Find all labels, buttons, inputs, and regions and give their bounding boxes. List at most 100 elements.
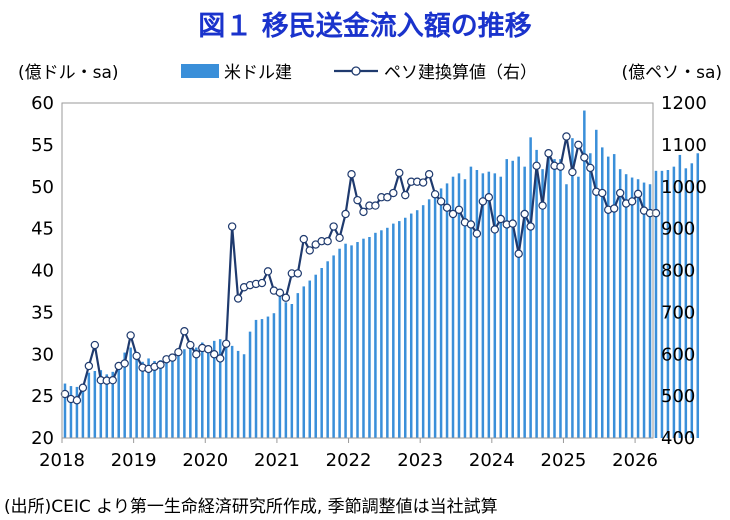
bar bbox=[296, 293, 300, 438]
x-tick-label: 2021 bbox=[254, 450, 300, 471]
line-point bbox=[263, 267, 273, 276]
right-tick-label: 500 bbox=[661, 386, 695, 407]
bar bbox=[433, 192, 437, 438]
bar bbox=[618, 169, 622, 438]
line-point bbox=[615, 188, 625, 198]
line-point bbox=[215, 354, 225, 363]
bar bbox=[260, 319, 264, 438]
bar bbox=[535, 149, 538, 438]
line-point bbox=[442, 203, 452, 212]
bar-series bbox=[63, 110, 700, 439]
right-axis-unit: (億ペソ・sa) bbox=[621, 63, 722, 83]
line-point bbox=[60, 389, 70, 399]
bar bbox=[201, 342, 204, 438]
bar bbox=[195, 347, 198, 438]
line-point bbox=[448, 209, 458, 219]
bar bbox=[344, 243, 347, 438]
line-point bbox=[424, 169, 434, 179]
line-point bbox=[227, 222, 237, 231]
bar bbox=[278, 296, 282, 438]
bar bbox=[583, 110, 586, 438]
bar bbox=[404, 217, 407, 438]
line-point bbox=[323, 236, 332, 246]
line-point bbox=[430, 190, 440, 199]
bar bbox=[606, 156, 610, 438]
legend-bar-swatch bbox=[181, 64, 219, 78]
bar bbox=[242, 354, 246, 438]
line-point bbox=[556, 162, 565, 171]
line-point bbox=[383, 193, 392, 202]
bar bbox=[230, 345, 234, 439]
line-point bbox=[496, 214, 505, 224]
bar bbox=[511, 160, 514, 439]
bar bbox=[678, 154, 682, 438]
bar bbox=[362, 238, 365, 438]
bar bbox=[81, 385, 85, 438]
right-tick-label: 800 bbox=[661, 261, 695, 282]
line-point bbox=[627, 197, 637, 206]
x-tick-label: 2024 bbox=[469, 450, 515, 471]
bar bbox=[386, 227, 389, 438]
line-point bbox=[233, 294, 243, 303]
line-point bbox=[275, 288, 285, 297]
right-tick-label: 1100 bbox=[661, 135, 707, 156]
bar bbox=[398, 221, 401, 438]
bar bbox=[308, 280, 311, 438]
bar bbox=[338, 248, 341, 438]
bar bbox=[111, 371, 114, 438]
left-tick-label: 60 bbox=[31, 93, 54, 114]
bar bbox=[469, 166, 473, 438]
bar bbox=[69, 386, 73, 438]
bar bbox=[636, 179, 640, 438]
left-tick-label: 45 bbox=[31, 219, 54, 240]
line-point bbox=[508, 219, 517, 228]
line-point bbox=[257, 278, 267, 288]
left-tick-label: 30 bbox=[31, 344, 54, 365]
bar bbox=[356, 242, 359, 438]
bar bbox=[218, 339, 222, 438]
bar bbox=[451, 176, 455, 438]
plot-frame bbox=[61, 102, 654, 439]
bar bbox=[147, 358, 150, 438]
bar bbox=[75, 386, 79, 438]
line-point bbox=[329, 222, 338, 231]
bar bbox=[332, 255, 335, 438]
line-point bbox=[210, 350, 219, 359]
bar bbox=[99, 370, 103, 438]
x-tick-label: 2022 bbox=[326, 450, 372, 471]
x-tick-label: 2018 bbox=[39, 450, 85, 471]
bar bbox=[141, 361, 144, 438]
legend-line-marker bbox=[351, 66, 361, 76]
bar bbox=[612, 154, 616, 438]
bar bbox=[487, 171, 491, 438]
line-point bbox=[108, 376, 117, 385]
bar bbox=[529, 137, 532, 438]
line-point bbox=[353, 195, 362, 205]
line-point bbox=[401, 190, 410, 200]
left-tick-label: 40 bbox=[31, 261, 54, 282]
line-point bbox=[490, 225, 499, 234]
line-point bbox=[347, 169, 356, 179]
line-point bbox=[281, 293, 291, 302]
right-tick-label: 600 bbox=[661, 344, 695, 365]
line-point bbox=[126, 331, 135, 340]
left-tick-label: 50 bbox=[31, 177, 54, 198]
line-point bbox=[598, 188, 607, 198]
bar bbox=[684, 168, 688, 438]
bar bbox=[236, 350, 240, 438]
bar bbox=[123, 352, 126, 438]
bar bbox=[93, 371, 97, 438]
line-point bbox=[538, 201, 547, 210]
line-point bbox=[359, 207, 368, 217]
line-point bbox=[651, 208, 661, 218]
bar bbox=[171, 355, 174, 438]
bar bbox=[189, 345, 192, 439]
line-point bbox=[580, 153, 589, 162]
line-point bbox=[526, 222, 535, 231]
line-point bbox=[418, 178, 428, 187]
line-point bbox=[78, 383, 88, 392]
bar bbox=[320, 267, 323, 438]
line-point bbox=[192, 350, 201, 359]
bar bbox=[457, 173, 461, 438]
line-point bbox=[299, 234, 308, 244]
